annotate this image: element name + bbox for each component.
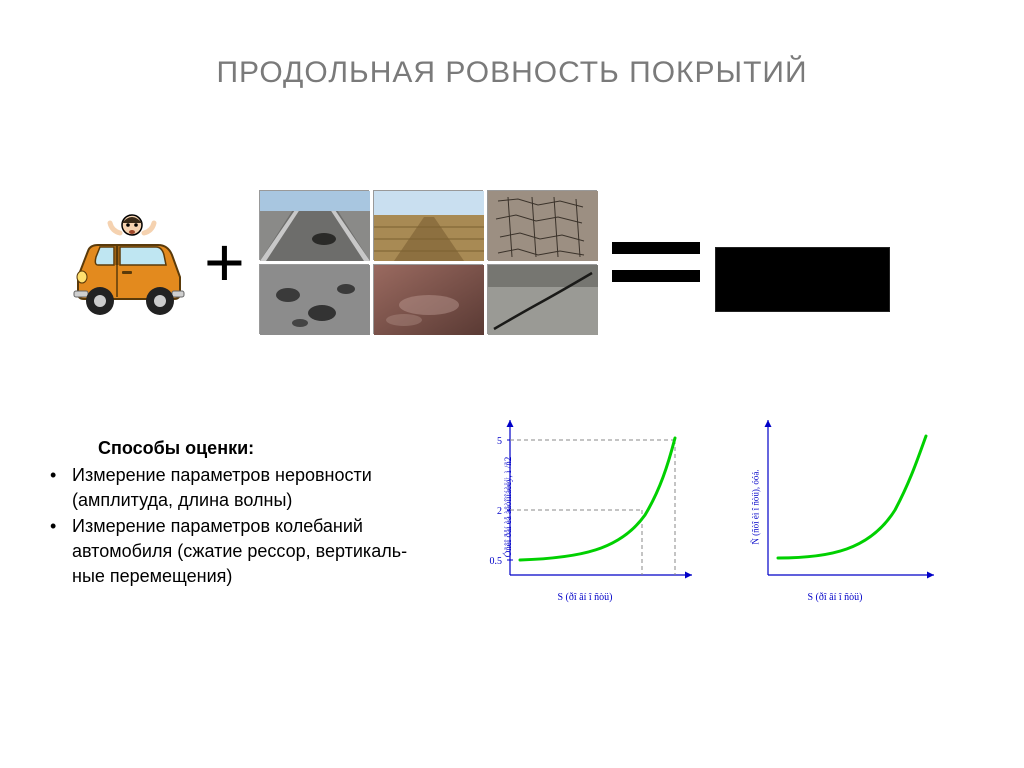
chart2-svg [730,410,940,590]
charts-row: Óñêî ðåí èå àâòîìîáèëÿ, ì /ñ2 0.5 2 5 [470,410,940,603]
page-title: ПРОДОЛЬНАЯ РОВНОСТЬ ПОКРЫТИЙ [0,56,1024,90]
road-tile [259,190,369,260]
result-placeholder [715,247,890,312]
plus-symbol: + [204,227,245,297]
road-tile [487,190,597,260]
methods-block: Способы оценки: Измерение параметров нер… [50,436,420,589]
svg-text:0.5: 0.5 [490,556,503,567]
road-tile [373,264,483,334]
chart-acceleration: Óñêî ðåí èå àâòîìîáèëÿ, ì /ñ2 0.5 2 5 [470,410,700,603]
svg-text:5: 5 [497,436,502,447]
methods-item: Измерение параметров колебаний автомобил… [50,514,420,590]
equation-row: + [60,190,980,334]
road-grid [259,190,597,334]
chart2-ylabel: Ñ (ñòî èì î ñòü), óóá. [751,469,761,544]
road-tile [259,264,369,334]
car-illustration [60,207,190,317]
svg-text:2: 2 [497,506,502,517]
chart2-xlabel: S (ðî âí î ñòü) [730,592,940,603]
equals-symbol [611,242,701,282]
road-tile [373,190,483,260]
chart1-xlabel: S (ðî âí î ñòü) [470,592,700,603]
road-tile [487,264,597,334]
chart1-ylabel: Óñêî ðåí èå àâòîìîáèëÿ, ì /ñ2 [503,456,513,556]
methods-item: Измерение параметров неровности (амплиту… [50,463,420,513]
methods-heading: Способы оценки: [98,436,420,461]
chart-cost: Ñ (ñòî èì î ñòü), óóá. S (ðî âí î ñòü) [730,410,940,603]
